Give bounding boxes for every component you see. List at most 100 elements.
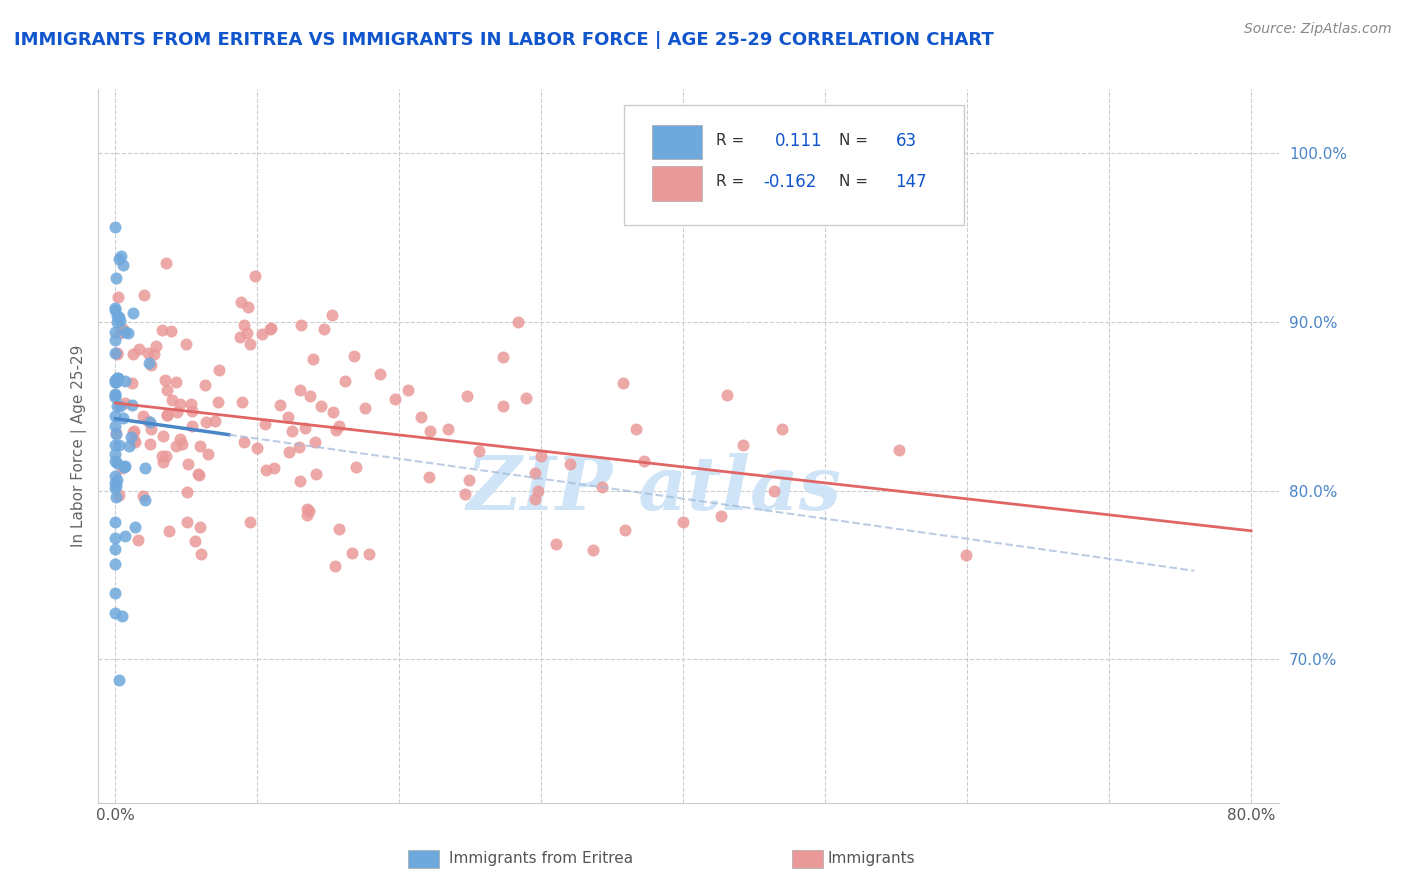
Point [229,295,252,310]
Point [107,371,129,385]
Text: ZIP atlas: ZIP atlas [465,452,841,525]
Point [124,434,146,449]
Point [187,467,209,481]
Point [180,397,202,411]
Point [132,409,155,424]
Point [194,377,217,392]
Point [762,483,785,498]
Point [418,470,440,484]
Point [108,673,131,687]
Point [672,515,695,529]
Point [138,437,160,451]
Point [181,418,204,433]
Point [437,422,460,436]
Point [110,249,132,263]
Point [524,491,547,506]
Point [124,425,146,439]
Point [170,437,193,451]
Point [104,409,127,424]
Point [323,559,346,574]
Point [104,270,127,285]
Point [294,420,316,434]
Point [411,409,433,424]
Point [104,220,127,235]
Point [458,473,481,487]
Point [121,376,143,391]
Point [233,318,256,332]
Point [263,461,285,475]
Point [122,306,145,320]
Point [188,520,211,534]
Point [152,429,174,443]
Point [298,504,321,518]
Point [105,456,128,470]
Point [155,373,177,387]
Point [114,374,136,388]
Text: Source: ZipAtlas.com: Source: ZipAtlas.com [1244,22,1392,37]
Point [139,422,162,436]
Point [325,423,347,437]
Point [177,457,200,471]
Bar [652,125,702,159]
Point [104,606,127,620]
Point [396,383,419,397]
Point [107,473,129,487]
Point [114,325,136,339]
Point [104,346,127,360]
Point [104,586,127,600]
Point [104,532,127,546]
Point [108,399,131,413]
Point [156,408,179,422]
Point [108,438,131,452]
Point [157,524,180,538]
Point [419,424,441,438]
Point [105,425,128,440]
Point [280,424,302,438]
Point [122,433,145,447]
Point [104,447,127,461]
Text: R =: R = [716,133,749,148]
Point [530,450,553,464]
Point [150,323,173,337]
Point [299,389,322,403]
Point [384,392,406,406]
Point [104,515,127,529]
Point [322,405,344,419]
Point [197,447,219,461]
Point [252,327,274,342]
Point [108,326,131,340]
Point [134,288,156,302]
Point [112,322,135,336]
Point [105,346,128,360]
Point [277,409,299,424]
Point [492,400,515,414]
Point [155,383,177,397]
Point [128,342,150,356]
Point [239,337,262,351]
Point [124,520,146,534]
Point [207,363,229,377]
Point [243,268,266,283]
Point [290,383,312,397]
Point [309,399,332,413]
Point [114,458,136,473]
Point [122,425,145,440]
Point [546,536,568,550]
Point [887,442,910,457]
Point [104,490,127,504]
Point [107,371,129,385]
Point [613,523,636,537]
Point [612,376,634,390]
Point [117,326,139,340]
Point [328,522,350,536]
Point [368,367,391,381]
Text: R =: R = [716,175,749,189]
Text: -0.162: -0.162 [763,173,817,191]
Point [343,349,366,363]
Text: N =: N = [839,133,873,148]
Point [107,371,129,385]
Point [295,502,318,516]
Point [236,326,259,341]
Point [114,395,136,409]
Point [558,458,581,472]
